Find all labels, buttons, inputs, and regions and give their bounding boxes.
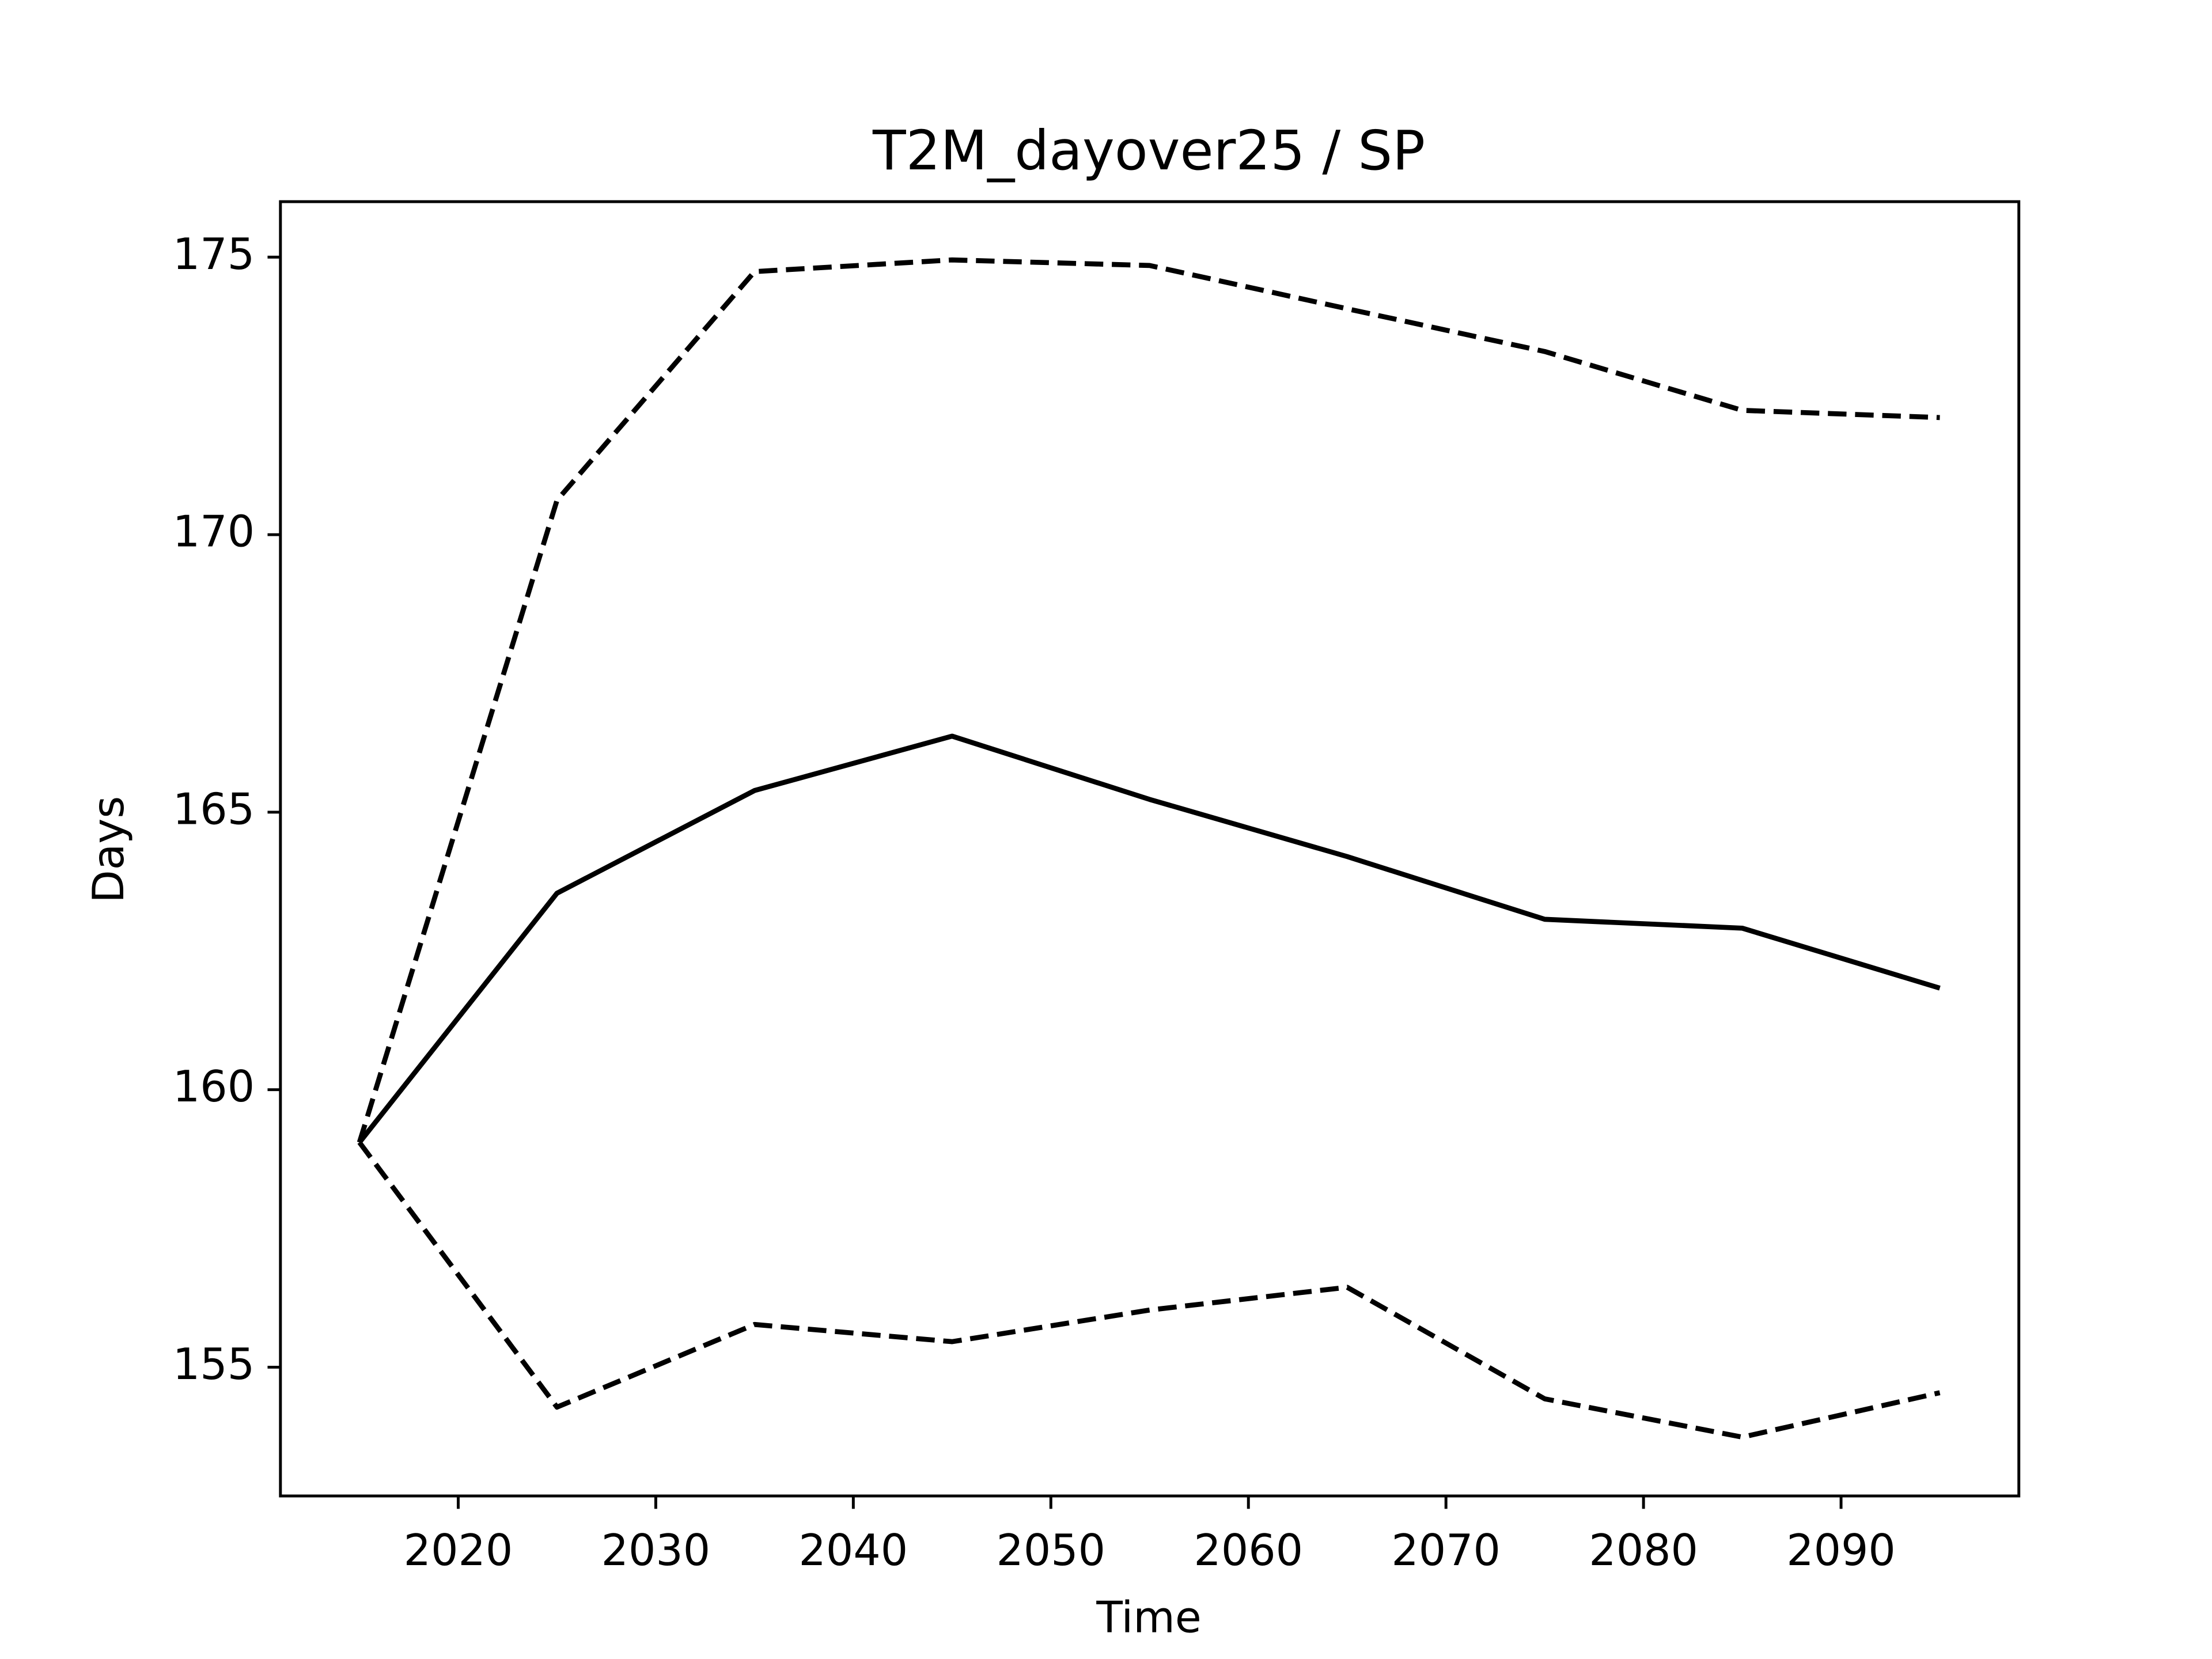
y-tick-label: 165	[173, 784, 255, 834]
series-line	[357, 733, 1941, 1144]
series-line	[357, 257, 1940, 1143]
x-tick-label: 2040	[799, 1525, 908, 1575]
series-line	[357, 1141, 1941, 1440]
x-tick-label: 2060	[1194, 1525, 1303, 1575]
x-axis-label: Time	[1096, 1592, 1201, 1642]
y-tick-label: 155	[173, 1339, 255, 1389]
x-tick-label: 2080	[1589, 1525, 1698, 1575]
y-axis-label: Days	[84, 796, 134, 903]
y-tick-label: 170	[173, 507, 255, 557]
x-tick-label: 2030	[601, 1525, 711, 1575]
plot-frame	[279, 200, 2021, 1498]
x-tick-label: 2020	[404, 1525, 513, 1575]
chart-title: T2M_dayover25 / SP	[872, 119, 1425, 183]
x-tick-label: 2090	[1786, 1525, 1896, 1575]
y-tick-label: 175	[173, 229, 255, 279]
x-tick-label: 2050	[996, 1525, 1105, 1575]
x-tick-label: 2070	[1391, 1525, 1501, 1575]
y-tick-label: 160	[173, 1062, 255, 1112]
